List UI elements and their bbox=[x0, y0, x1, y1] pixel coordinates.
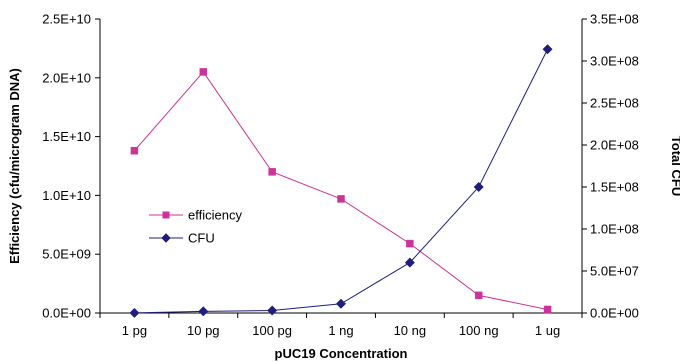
data-point bbox=[268, 168, 276, 176]
x-axis-title: pUC19 Concentration bbox=[275, 346, 408, 361]
data-point bbox=[267, 305, 278, 316]
right-tick-label: 2.0E+08 bbox=[590, 138, 639, 153]
left-axis-title: Efficiency (cfu/microgram DNA) bbox=[7, 68, 22, 264]
left-tick-label: 2.5E+10 bbox=[42, 12, 91, 27]
data-point bbox=[473, 181, 484, 193]
right-tick-label: 2.5E+08 bbox=[590, 96, 639, 111]
series-line-efficiency bbox=[134, 71, 548, 310]
right-axis-ticks: 0.0E+00 5.0E+07 1.0E+08 1.5E+08 2.0E+08 2.5E+… bbox=[582, 12, 639, 321]
x-axis-ticks: 1 pg 10 pg 100 pg 1 ng 10 ng 100 ng 1 ug bbox=[99, 313, 583, 338]
series-layer bbox=[129, 44, 553, 318]
x-tick-label: 1 ug bbox=[535, 323, 560, 338]
right-tick-label: 1.5E+08 bbox=[590, 180, 639, 195]
data-point bbox=[337, 195, 345, 203]
series-cfu bbox=[129, 44, 553, 318]
right-tick-label: 0.0E+00 bbox=[590, 306, 639, 321]
right-axis-title: Total CFU bbox=[669, 136, 680, 196]
legend-marker bbox=[162, 211, 170, 219]
legend-label-efficiency: efficiency bbox=[188, 208, 242, 223]
data-point bbox=[542, 44, 553, 55]
data-point bbox=[404, 257, 415, 268]
legend: efficiency CFU bbox=[149, 208, 242, 246]
series-efficiency bbox=[130, 68, 552, 314]
left-tick-label: 1.0E+10 bbox=[42, 188, 91, 203]
plot-frame bbox=[99, 19, 583, 314]
left-tick-label: 5.0E+09 bbox=[42, 247, 91, 262]
x-tick-label: 1 ng bbox=[328, 323, 353, 338]
data-point bbox=[198, 306, 209, 317]
right-tick-label: 1.0E+08 bbox=[590, 222, 639, 237]
left-axis-ticks: 0.0E+00 5.0E+09 1.0E+10 1.5E+10 2.0E+10 2.5E+… bbox=[42, 12, 100, 321]
data-point bbox=[130, 146, 139, 155]
left-tick-label: 2.0E+10 bbox=[42, 70, 91, 85]
x-tick-label: 1 pg bbox=[122, 323, 147, 338]
right-tick-label: 3.0E+08 bbox=[590, 54, 639, 69]
left-tick-label: 1.5E+10 bbox=[42, 129, 91, 144]
data-point bbox=[406, 239, 414, 248]
right-tick-label: 5.0E+07 bbox=[590, 264, 639, 279]
legend-label-cfu: CFU bbox=[188, 231, 215, 246]
left-tick-label: 0.0E+00 bbox=[42, 306, 91, 321]
data-point bbox=[543, 305, 552, 314]
legend-item-efficiency: efficiency bbox=[149, 208, 242, 223]
x-tick-label: 10 ng bbox=[394, 323, 427, 338]
x-tick-label: 100 ng bbox=[459, 323, 499, 338]
series-line-cfu bbox=[134, 49, 549, 314]
x-tick-label: 10 pg bbox=[187, 323, 220, 338]
data-point bbox=[129, 307, 140, 318]
data-point bbox=[199, 68, 208, 76]
data-point bbox=[474, 291, 483, 300]
legend-marker bbox=[161, 233, 171, 243]
data-point bbox=[335, 298, 347, 309]
right-tick-label: 3.5E+08 bbox=[590, 12, 639, 27]
legend-item-cfu: CFU bbox=[149, 231, 215, 246]
x-tick-label: 100 pg bbox=[252, 323, 292, 338]
